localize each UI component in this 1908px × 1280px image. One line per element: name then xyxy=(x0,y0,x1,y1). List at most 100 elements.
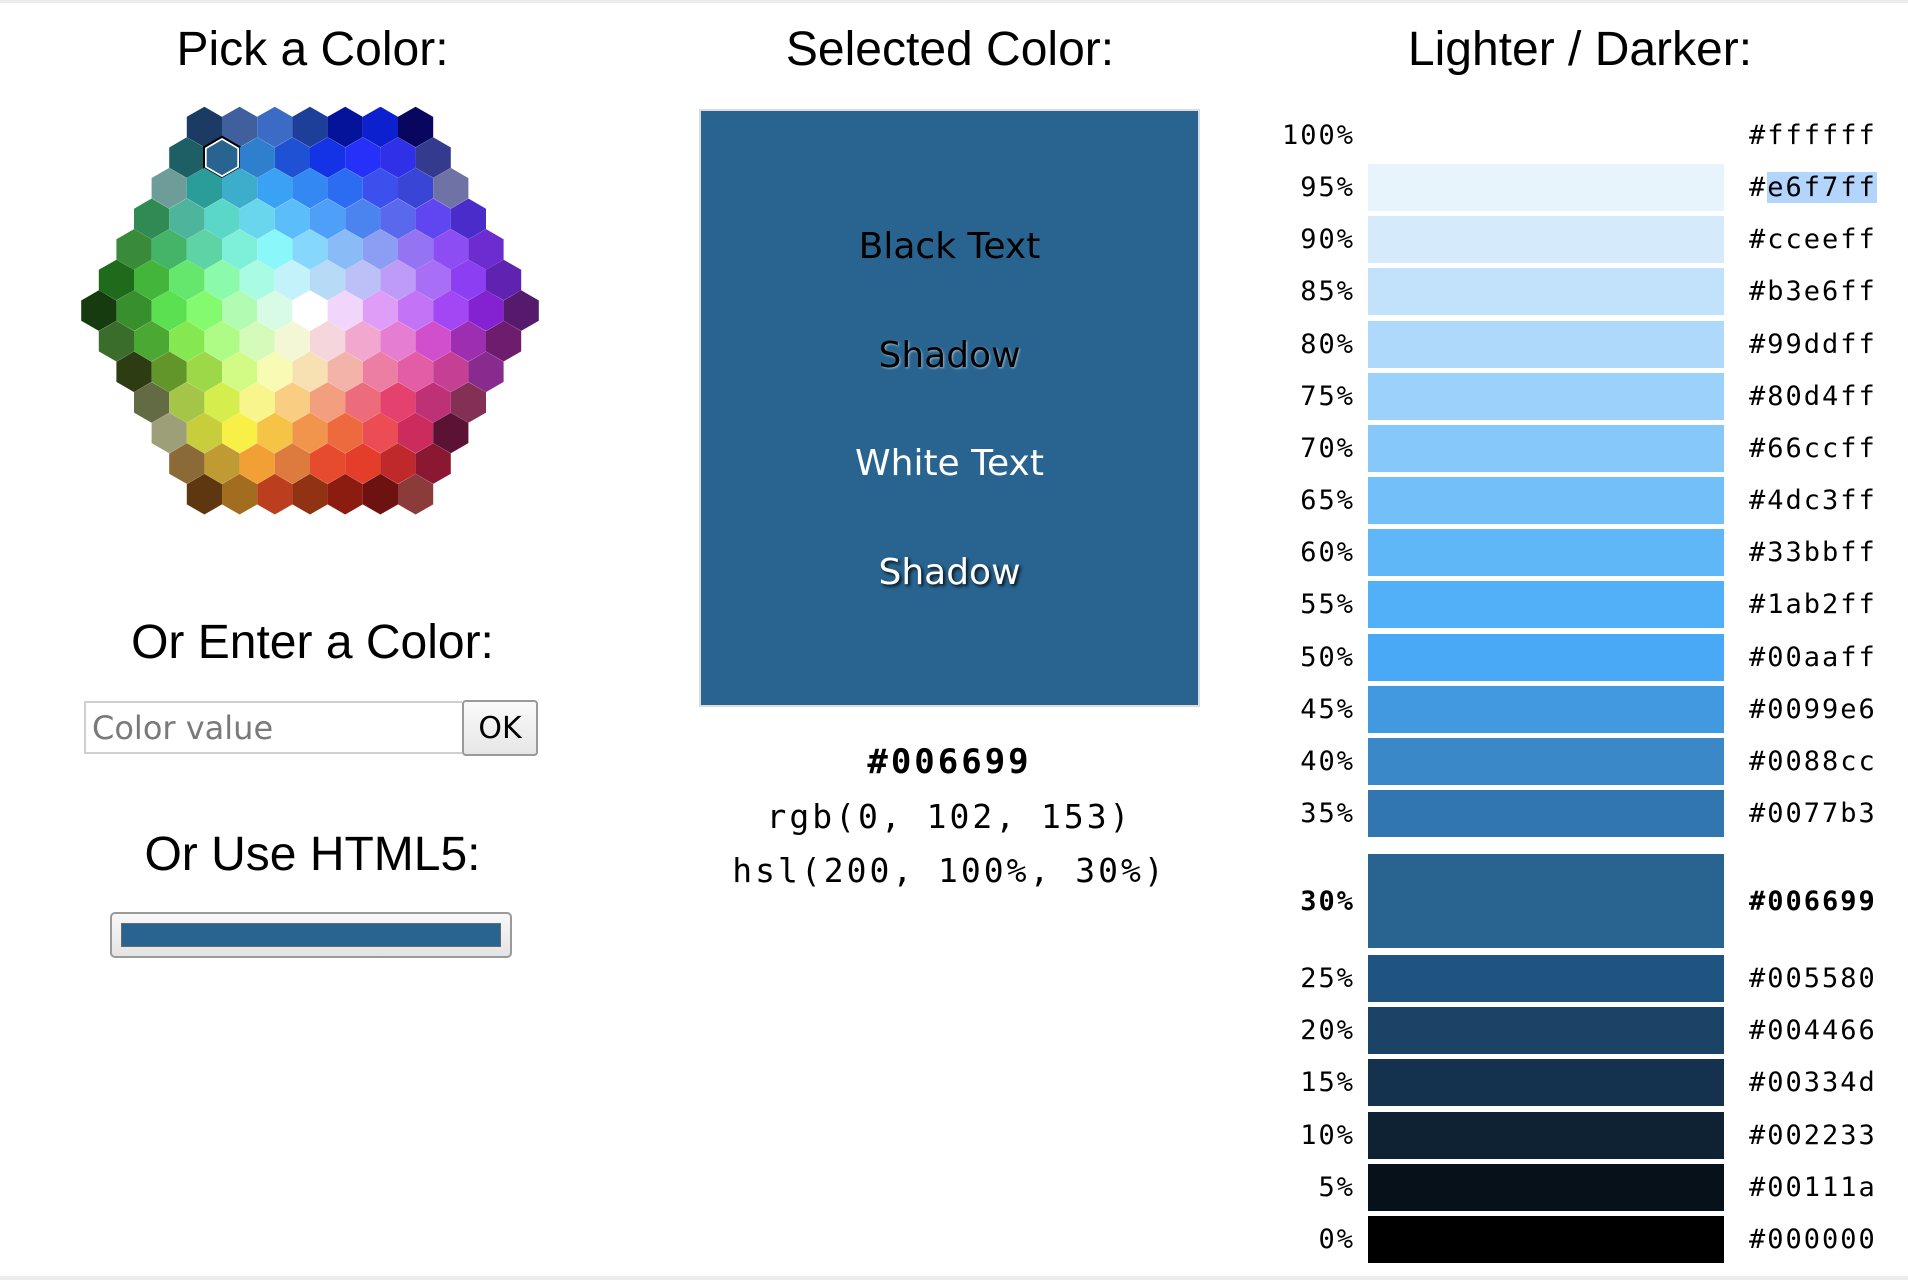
color-hexagon[interactable] xyxy=(310,443,346,484)
shade-swatch[interactable] xyxy=(1368,789,1724,837)
color-hexagon[interactable] xyxy=(327,412,363,454)
color-hexagon[interactable] xyxy=(151,167,187,209)
color-hexagon[interactable] xyxy=(257,473,293,515)
color-hexagon[interactable] xyxy=(362,351,398,393)
ok-button[interactable]: OK xyxy=(462,700,538,756)
color-hexagon[interactable] xyxy=(169,198,205,240)
shade-row[interactable]: 15% #00334d xyxy=(1270,1059,1890,1107)
color-hexagon[interactable] xyxy=(327,290,363,331)
color-hexagon[interactable] xyxy=(433,229,469,270)
color-hexagon[interactable] xyxy=(239,382,275,423)
color-hexagon[interactable] xyxy=(186,229,222,270)
color-hexagon[interactable] xyxy=(116,290,152,331)
color-hexagon[interactable] xyxy=(222,473,258,515)
color-hexagon[interactable] xyxy=(345,443,381,484)
color-hexagon[interactable] xyxy=(239,259,275,301)
color-hexagon[interactable] xyxy=(186,351,222,393)
color-hexagon[interactable] xyxy=(450,259,486,301)
color-hexagon[interactable] xyxy=(468,351,504,393)
color-hexagon[interactable] xyxy=(151,290,187,331)
shade-row[interactable]: 25% #005580 xyxy=(1270,955,1890,1003)
color-hexagon[interactable] xyxy=(415,137,451,178)
color-hexagon[interactable] xyxy=(257,167,293,209)
shade-swatch[interactable] xyxy=(1368,685,1724,733)
shade-swatch[interactable] xyxy=(1368,1163,1724,1211)
color-hexagon[interactable] xyxy=(204,198,240,240)
color-hexagon[interactable] xyxy=(380,443,416,484)
color-hexagon[interactable] xyxy=(274,198,310,240)
shade-row-current[interactable]: 30% #006699 xyxy=(1270,854,1890,949)
color-hexagon[interactable] xyxy=(81,290,117,331)
color-hexagon[interactable] xyxy=(327,473,363,515)
shade-row[interactable]: 60% #33bbff xyxy=(1270,529,1890,577)
color-hexagon[interactable] xyxy=(274,382,310,423)
shade-row[interactable]: 90% #cceeff xyxy=(1270,216,1890,264)
color-hexagon[interactable] xyxy=(222,290,258,331)
shade-swatch[interactable] xyxy=(1368,477,1724,525)
shade-row[interactable]: 35% #0077b3 xyxy=(1270,789,1890,837)
color-hexagon[interactable] xyxy=(380,137,416,178)
color-hexagon[interactable] xyxy=(116,229,152,270)
color-hexagon[interactable] xyxy=(310,382,346,423)
shade-row[interactable]: 45% #0099e6 xyxy=(1270,685,1890,733)
color-hexagon[interactable] xyxy=(151,351,187,393)
shade-swatch[interactable] xyxy=(1368,955,1724,1003)
color-hexagon[interactable] xyxy=(292,412,328,454)
color-hexagon[interactable] xyxy=(274,443,310,484)
color-hexagon[interactable] xyxy=(310,320,346,362)
color-hexagon[interactable] xyxy=(98,320,134,362)
shade-swatch[interactable] xyxy=(1368,268,1724,316)
color-hexagon[interactable] xyxy=(186,290,222,331)
color-hexagon[interactable] xyxy=(468,229,504,270)
color-hexagon[interactable] xyxy=(486,320,522,362)
shade-row[interactable]: 85% #b3e6ff xyxy=(1270,268,1890,316)
shade-swatch[interactable] xyxy=(1368,216,1724,264)
color-hexagon[interactable] xyxy=(292,229,328,270)
color-hexagon[interactable] xyxy=(450,198,486,240)
shade-row[interactable]: 10% #002233 xyxy=(1270,1111,1890,1159)
shade-row[interactable]: 5% #00111a xyxy=(1270,1163,1890,1211)
shade-row[interactable]: 80% #99ddff xyxy=(1270,320,1890,368)
color-hexagon[interactable] xyxy=(327,167,363,209)
shade-row[interactable]: 55% #1ab2ff xyxy=(1270,581,1890,629)
shade-swatch[interactable] xyxy=(1368,854,1724,949)
color-hexagon[interactable] xyxy=(362,473,398,515)
color-hexagon[interactable] xyxy=(415,198,451,240)
color-hexagon[interactable] xyxy=(345,198,381,240)
color-hexagon[interactable] xyxy=(345,320,381,362)
color-hexagon[interactable] xyxy=(398,167,434,209)
color-hexagon[interactable] xyxy=(486,259,522,301)
shade-swatch[interactable] xyxy=(1368,737,1724,785)
color-hexagon[interactable] xyxy=(433,351,469,393)
shade-row[interactable]: 40% #0088cc xyxy=(1270,737,1890,785)
color-hexagon[interactable] xyxy=(433,290,469,331)
color-hexagon[interactable] xyxy=(292,106,328,148)
color-hexagon[interactable] xyxy=(239,137,275,178)
color-hexagon[interactable] xyxy=(362,229,398,270)
shade-row[interactable]: 50% #00aaff xyxy=(1270,633,1890,681)
shade-row[interactable]: 95% # e6f7ff xyxy=(1270,164,1890,212)
color-hexagon[interactable] xyxy=(398,229,434,270)
color-hexagon[interactable] xyxy=(134,259,170,301)
shade-row[interactable]: 100% #ffffff xyxy=(1270,112,1890,159)
color-hexagon[interactable] xyxy=(310,259,346,301)
color-hexagon[interactable] xyxy=(239,198,275,240)
color-hexagon[interactable] xyxy=(186,473,222,515)
color-hexagon[interactable] xyxy=(239,320,275,362)
color-hexagon[interactable] xyxy=(257,229,293,270)
color-hexagon[interactable] xyxy=(345,382,381,423)
shade-row[interactable]: 70% #66ccff xyxy=(1270,424,1890,472)
color-hexagon[interactable] xyxy=(503,290,539,331)
color-hexagon[interactable] xyxy=(362,412,398,454)
color-hexagon[interactable] xyxy=(134,198,170,240)
color-hexagon[interactable] xyxy=(398,412,434,454)
color-hexagon[interactable] xyxy=(239,443,275,484)
color-hexagon[interactable] xyxy=(204,320,240,362)
color-hexagon[interactable] xyxy=(134,382,170,423)
color-hexagon[interactable] xyxy=(345,259,381,301)
color-hexagon[interactable] xyxy=(327,106,363,148)
color-hexagon[interactable] xyxy=(327,229,363,270)
color-hexagon[interactable] xyxy=(362,106,398,148)
color-hexagon[interactable] xyxy=(169,259,205,301)
shade-swatch[interactable] xyxy=(1368,164,1724,212)
